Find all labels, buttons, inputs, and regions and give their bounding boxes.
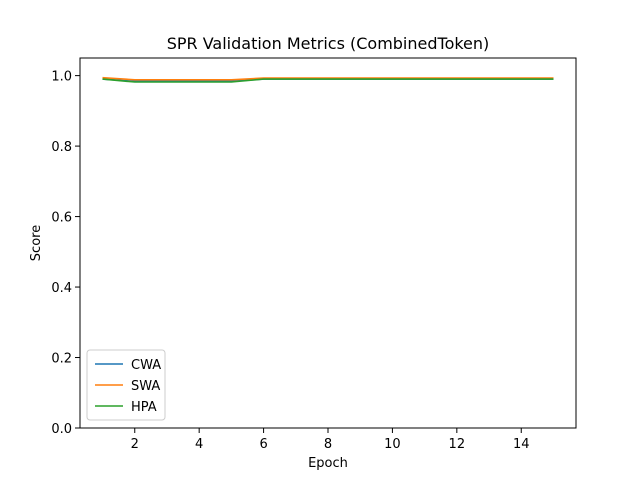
y-tick-label: 0.8 (51, 140, 72, 155)
x-tick-label: 2 (131, 437, 139, 452)
y-axis-label: Score (29, 225, 44, 261)
y-tick-label: 0.0 (51, 422, 72, 437)
x-tick-label: 10 (384, 437, 401, 452)
legend-label-cwa: CWA (131, 358, 161, 373)
x-tick-label: 12 (449, 437, 466, 452)
x-axis: 2 4 6 8 10 12 14 (131, 428, 530, 452)
series-line-hpa (102, 78, 554, 83)
x-tick-label: 8 (324, 437, 332, 452)
legend-box (86, 349, 166, 421)
chart-title: SPR Validation Metrics (CombinedToken) (167, 34, 490, 53)
y-tick-label: 1.0 (51, 70, 72, 85)
x-tick-label: 4 (195, 437, 203, 452)
y-tick-label: 0.2 (51, 352, 72, 367)
legend-label-hpa: HPA (131, 400, 157, 415)
y-tick-label: 0.6 (51, 211, 72, 226)
x-tick-label: 6 (259, 437, 267, 452)
x-axis-label: Epoch (308, 456, 348, 471)
x-tick-label: 14 (513, 437, 530, 452)
y-tick-label: 0.4 (51, 281, 72, 296)
legend: CWA SWA HPA (86, 349, 166, 421)
plot-area (102, 76, 554, 83)
series-line-swa (102, 76, 554, 81)
y-axis: 0.0 0.2 0.4 0.6 0.8 1.0 (51, 70, 80, 437)
legend-label-swa: SWA (131, 379, 160, 394)
